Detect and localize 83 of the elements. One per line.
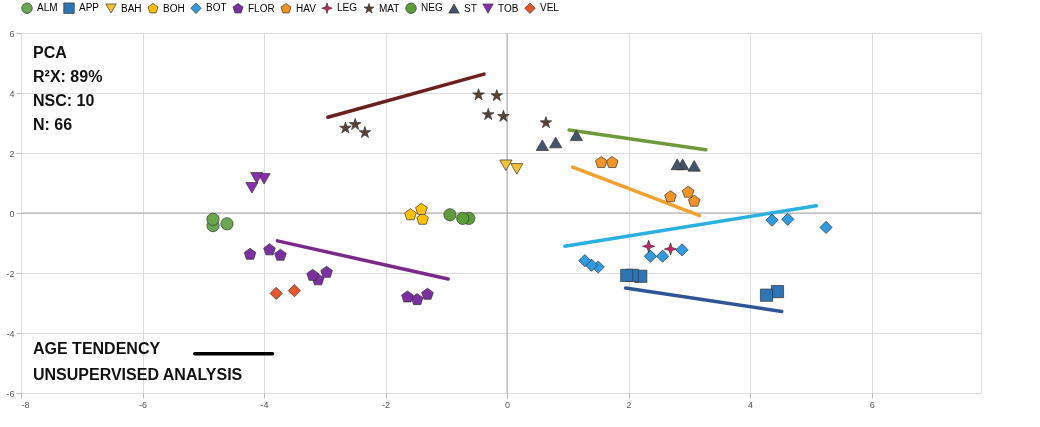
- annotation: AGE TENDENCY: [33, 340, 161, 357]
- x-tick-label: -6: [139, 399, 148, 410]
- point: [664, 242, 677, 256]
- legend-label: NEG: [421, 2, 443, 14]
- point: [606, 156, 619, 168]
- point: [456, 211, 470, 225]
- annotation: PCA: [33, 44, 68, 61]
- point: [765, 213, 779, 227]
- point: [410, 293, 424, 305]
- point: [349, 118, 362, 130]
- point: [549, 136, 563, 149]
- legend-label: MAT: [379, 2, 400, 14]
- x-tick-label: -2: [382, 399, 391, 410]
- point: [243, 247, 257, 260]
- point: [569, 129, 583, 141]
- point: [578, 254, 592, 268]
- point: [490, 89, 503, 101]
- point: [306, 268, 319, 281]
- point: [404, 208, 417, 221]
- legend-label: ALM: [37, 2, 58, 14]
- point: [415, 202, 428, 215]
- annotation: NSC: 10: [33, 92, 95, 109]
- point: [245, 182, 259, 194]
- point: [287, 284, 301, 298]
- legend-label: HAV: [296, 2, 317, 14]
- point: [250, 172, 264, 184]
- x-tick-label: 6: [869, 399, 875, 410]
- y-tick-label: -6: [6, 388, 15, 399]
- point: [681, 185, 695, 198]
- point: [535, 139, 549, 151]
- point: [472, 88, 485, 101]
- point: [220, 217, 234, 231]
- legend-label: BAH: [121, 2, 142, 14]
- point: [781, 212, 795, 226]
- point: [670, 158, 684, 171]
- point: [664, 190, 677, 203]
- legend-label: TOB: [498, 2, 519, 14]
- x-tick-label: 4: [748, 399, 754, 410]
- annotation: UNSUPERVISED ANALYSIS: [33, 366, 243, 383]
- point: [688, 194, 701, 207]
- point: [263, 243, 276, 256]
- point: [269, 286, 283, 300]
- annotation: N: 66: [33, 116, 73, 133]
- point: [206, 212, 220, 226]
- x-tick-label: 0: [505, 399, 511, 410]
- point: [421, 287, 434, 300]
- point: [656, 249, 670, 263]
- y-tick-label: -4: [6, 328, 15, 339]
- y-tick-label: 0: [9, 208, 15, 219]
- point: [358, 126, 372, 138]
- point: [274, 248, 287, 261]
- point: [643, 249, 657, 263]
- point: [819, 220, 833, 234]
- point: [620, 268, 634, 282]
- legend-label: FLOR: [248, 2, 275, 14]
- point: [401, 290, 414, 303]
- point: [642, 239, 656, 253]
- y-tick-label: 2: [9, 148, 15, 159]
- point: [320, 265, 333, 278]
- point: [595, 156, 608, 168]
- y-tick-label: -2: [6, 268, 15, 279]
- x-tick-label: -8: [21, 399, 30, 410]
- point: [760, 288, 773, 302]
- point: [443, 208, 457, 222]
- y-tick-label: 4: [9, 88, 15, 99]
- legend-label: BOH: [163, 2, 185, 14]
- point: [339, 121, 352, 134]
- annotation: R²X: 89%: [33, 68, 103, 85]
- legend-label: VEL: [540, 2, 560, 14]
- legend-label: LEG: [337, 2, 358, 14]
- x-tick-label: -4: [260, 399, 269, 410]
- point: [497, 109, 510, 122]
- x-tick-label: 2: [626, 399, 632, 410]
- legend-label: BOT: [206, 2, 227, 14]
- point: [675, 243, 689, 257]
- point: [687, 160, 701, 172]
- point: [482, 108, 495, 120]
- legend-label: ST: [464, 2, 477, 14]
- point: [539, 116, 553, 128]
- point: [510, 163, 524, 175]
- y-tick-label: 6: [9, 28, 15, 39]
- point: [499, 159, 513, 171]
- legend-label: APP: [79, 2, 100, 14]
